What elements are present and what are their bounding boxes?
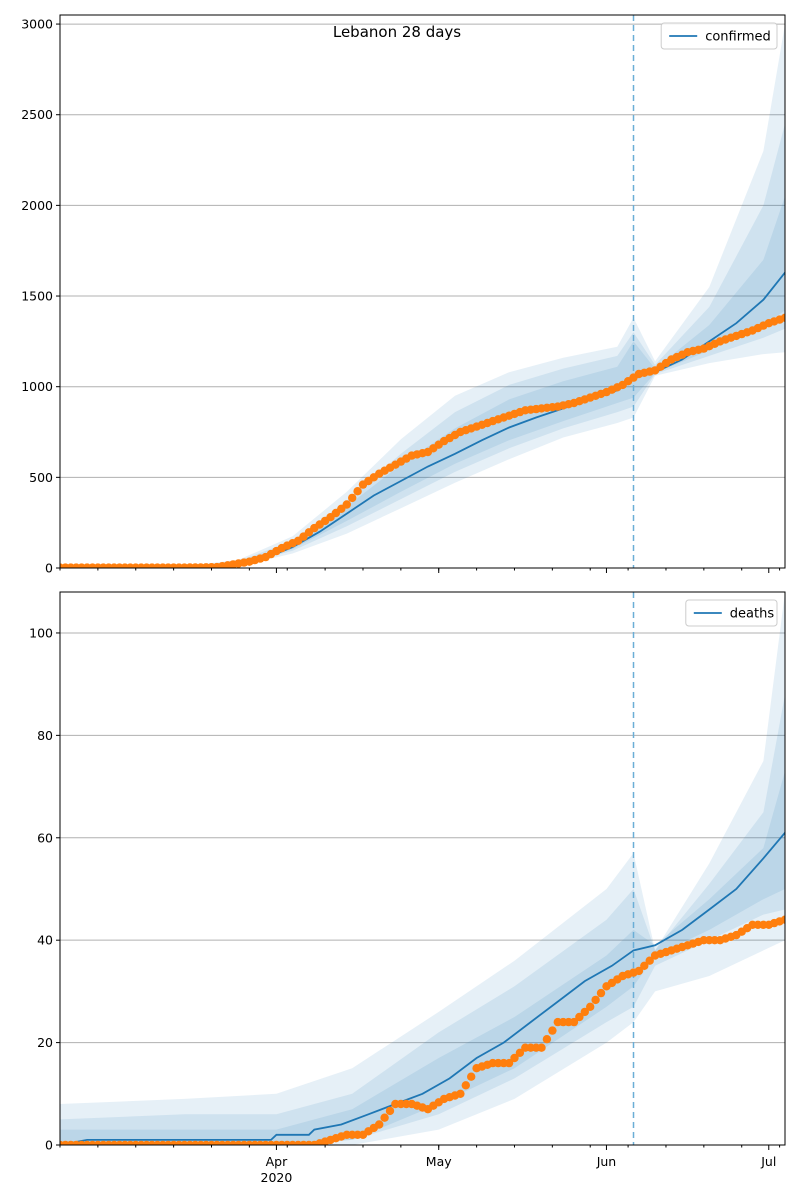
confirmed-observed-point [348, 493, 357, 503]
deaths-observed-point [596, 988, 606, 998]
deaths-plot-area [60, 592, 785, 1145]
confirmed-observed-point [780, 313, 785, 322]
deaths-uncertainty-band-2 [60, 694, 785, 1145]
deaths-y-tick-label: 60 [37, 830, 53, 845]
deaths-observed-point [515, 1048, 525, 1058]
deaths-legend-box [685, 599, 778, 627]
deaths-legend-label: deaths [730, 607, 775, 622]
deaths-x-tick-sublabel: 2020 [261, 1170, 293, 1185]
deaths-x-tick-label: Jul [760, 1154, 776, 1169]
deaths-y-tick-label: 40 [37, 933, 53, 948]
deaths-axes-frame [59, 591, 786, 1146]
deaths-observed-point [537, 1043, 546, 1052]
deaths-y-tick-label: 80 [37, 728, 53, 743]
confirmed-uncertainty-band-2 [60, 123, 785, 568]
deaths-observed-point [580, 1007, 589, 1017]
confirmed-y-tick-label: 3000 [21, 17, 53, 32]
deaths-model-line [60, 832, 785, 1145]
confirmed-y-tick-label: 500 [29, 470, 53, 485]
deaths-observed-point [640, 961, 649, 970]
deaths-observed-point [645, 956, 654, 965]
deaths-observed-point [456, 1089, 465, 1099]
confirmed-model-line [60, 271, 785, 568]
deaths-observed-point [461, 1081, 470, 1090]
deaths-observed-point [385, 1106, 395, 1116]
confirmed-legend: confirmed [660, 22, 778, 50]
deaths-observed-point [504, 1058, 514, 1068]
deaths-x-tick-label: Apr [266, 1154, 288, 1169]
confirmed-observed-point [342, 500, 351, 509]
deaths-y-tick-label: 0 [45, 1138, 53, 1153]
deaths-observed-point [510, 1053, 519, 1063]
deaths-y-tick-label: 20 [37, 1035, 53, 1050]
deaths-observed-point [634, 966, 644, 976]
deaths-observed-point [569, 1017, 579, 1027]
deaths-observed-point [575, 1012, 584, 1022]
confirmed-y-tick-label: 1000 [21, 379, 53, 394]
confirmed-legend-label: confirmed [705, 30, 771, 45]
deaths-observed-point [591, 995, 600, 1005]
deaths-y-tick-label: 100 [29, 625, 53, 640]
deaths-observed-point [467, 1072, 476, 1081]
deaths-observed-point [780, 915, 785, 924]
confirmed-y-tick-label: 1500 [21, 289, 53, 304]
chart-title: Lebanon 28 days [333, 23, 461, 41]
confirmed-y-tick-label: 2000 [21, 198, 53, 213]
deaths-legend: deaths [685, 599, 778, 627]
confirmed-y-tick-label: 0 [45, 561, 53, 576]
deaths-observed-point [548, 1026, 557, 1035]
deaths-uncertainty-band-1 [60, 592, 785, 1145]
confirmed-chart-panel: 0 500 1000 1500 2000 2500 3000 confirmed [21, 14, 786, 576]
confirmed-legend-box [660, 22, 778, 50]
deaths-observed-point [375, 1120, 384, 1129]
deaths-x-tick-label: May [426, 1154, 452, 1169]
confirmed-axes-frame [59, 14, 786, 569]
confirmed-observed-point [353, 487, 362, 496]
deaths-observed-point [380, 1113, 389, 1122]
deaths-uncertainty-band-3 [60, 771, 785, 1145]
confirmed-y-tick-label: 2500 [21, 107, 53, 122]
confirmed-plot-area [60, 15, 785, 568]
confirmed-uncertainty-band-1 [60, 24, 785, 568]
deaths-observed-point [586, 1002, 595, 1011]
deaths-observed-point [542, 1035, 552, 1044]
deaths-x-tick-label: Jun [596, 1154, 617, 1169]
confirmed-uncertainty-band-3 [60, 196, 785, 568]
